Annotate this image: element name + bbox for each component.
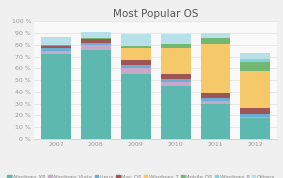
Bar: [241, 114, 270, 117]
Bar: [201, 44, 230, 93]
Bar: [81, 38, 111, 39]
Bar: [201, 33, 230, 38]
Bar: [41, 51, 71, 54]
Bar: [121, 74, 151, 139]
Bar: [161, 48, 190, 74]
Bar: [241, 108, 270, 114]
Bar: [241, 62, 270, 71]
Bar: [41, 45, 71, 46]
Bar: [161, 74, 190, 79]
Bar: [241, 59, 270, 62]
Bar: [241, 117, 270, 118]
Bar: [121, 34, 151, 46]
Bar: [201, 101, 230, 104]
Bar: [81, 45, 111, 49]
Bar: [201, 104, 230, 139]
Bar: [241, 71, 270, 108]
Bar: [81, 49, 111, 139]
Bar: [41, 48, 71, 51]
Bar: [161, 34, 190, 44]
Bar: [121, 46, 151, 48]
Bar: [241, 118, 270, 139]
Legend: Windows XP, Windows Vista, Linux, Mac OS, Windows 7, Mobile OS, Windows 8, Other: Windows XP, Windows Vista, Linux, Mac OS…: [7, 174, 275, 178]
Bar: [41, 46, 71, 48]
Bar: [161, 86, 190, 139]
Bar: [201, 38, 230, 44]
Bar: [41, 37, 71, 45]
Bar: [121, 68, 151, 74]
Bar: [41, 54, 71, 139]
Bar: [161, 82, 190, 86]
Bar: [241, 53, 270, 59]
Bar: [121, 65, 151, 68]
Title: Most Popular OS: Most Popular OS: [113, 9, 198, 19]
Bar: [81, 43, 111, 45]
Bar: [201, 93, 230, 98]
Bar: [161, 44, 190, 48]
Bar: [81, 39, 111, 43]
Bar: [121, 60, 151, 65]
Bar: [121, 48, 151, 60]
Bar: [161, 79, 190, 82]
Bar: [201, 98, 230, 101]
Bar: [81, 32, 111, 38]
